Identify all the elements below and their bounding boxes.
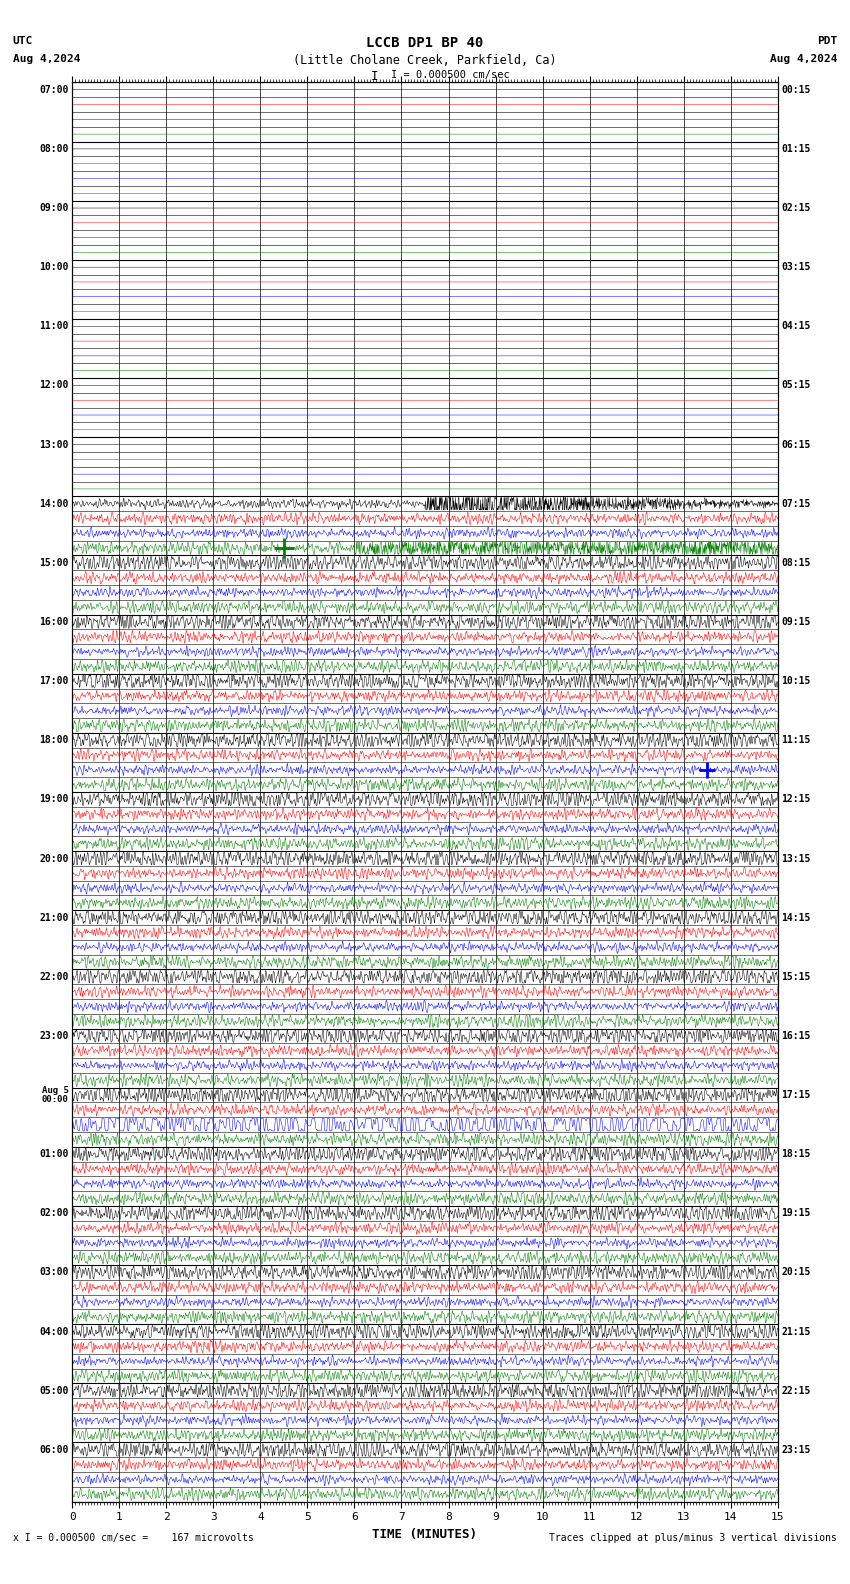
Text: 17:00: 17:00 — [39, 676, 69, 686]
Text: UTC: UTC — [13, 36, 33, 46]
Text: 21:00: 21:00 — [39, 912, 69, 922]
Text: 10:00: 10:00 — [39, 263, 69, 272]
Text: 19:00: 19:00 — [39, 795, 69, 805]
Text: 07:15: 07:15 — [781, 499, 811, 508]
Text: 04:00: 04:00 — [39, 1327, 69, 1337]
Text: 15:00: 15:00 — [39, 558, 69, 567]
Text: 12:00: 12:00 — [39, 380, 69, 390]
Text: 05:00: 05:00 — [39, 1386, 69, 1396]
Text: 06:00: 06:00 — [39, 1445, 69, 1454]
Text: 13:00: 13:00 — [39, 440, 69, 450]
Text: PDT: PDT — [817, 36, 837, 46]
Text: 09:00: 09:00 — [39, 203, 69, 212]
Text: 01:00: 01:00 — [39, 1150, 69, 1159]
Text: 10:15: 10:15 — [781, 676, 811, 686]
Text: 16:00: 16:00 — [39, 618, 69, 627]
Text: 20:15: 20:15 — [781, 1267, 811, 1277]
Text: LCCB DP1 BP 40: LCCB DP1 BP 40 — [366, 36, 484, 51]
Text: 03:15: 03:15 — [781, 263, 811, 272]
Text: 04:15: 04:15 — [781, 322, 811, 331]
Text: 17:15: 17:15 — [781, 1090, 811, 1099]
Text: 19:15: 19:15 — [781, 1209, 811, 1218]
Text: 23:15: 23:15 — [781, 1445, 811, 1454]
Text: 18:00: 18:00 — [39, 735, 69, 744]
Text: 20:00: 20:00 — [39, 854, 69, 863]
Text: 07:00: 07:00 — [39, 86, 69, 95]
Text: 21:15: 21:15 — [781, 1327, 811, 1337]
Text: 23:00: 23:00 — [39, 1031, 69, 1041]
Text: 22:00: 22:00 — [39, 973, 69, 982]
Text: Traces clipped at plus/minus 3 vertical divisions: Traces clipped at plus/minus 3 vertical … — [549, 1533, 837, 1543]
Text: 01:15: 01:15 — [781, 144, 811, 154]
Text: 02:00: 02:00 — [39, 1209, 69, 1218]
Text: (Little Cholane Creek, Parkfield, Ca): (Little Cholane Creek, Parkfield, Ca) — [293, 54, 557, 67]
Text: Aug 4,2024: Aug 4,2024 — [770, 54, 837, 63]
Text: 00:00: 00:00 — [42, 1095, 69, 1104]
X-axis label: TIME (MINUTES): TIME (MINUTES) — [372, 1527, 478, 1541]
Text: 13:15: 13:15 — [781, 854, 811, 863]
Text: 08:00: 08:00 — [39, 144, 69, 154]
Text: Aug 5: Aug 5 — [42, 1087, 69, 1095]
Text: 16:15: 16:15 — [781, 1031, 811, 1041]
Text: 11:15: 11:15 — [781, 735, 811, 744]
Text: 02:15: 02:15 — [781, 203, 811, 212]
Text: 11:00: 11:00 — [39, 322, 69, 331]
Text: x I = 0.000500 cm/sec =    167 microvolts: x I = 0.000500 cm/sec = 167 microvolts — [13, 1533, 253, 1543]
Text: 14:15: 14:15 — [781, 912, 811, 922]
Text: Aug 4,2024: Aug 4,2024 — [13, 54, 80, 63]
Text: 08:15: 08:15 — [781, 558, 811, 567]
Text: 03:00: 03:00 — [39, 1267, 69, 1277]
Text: 12:15: 12:15 — [781, 795, 811, 805]
Text: 06:15: 06:15 — [781, 440, 811, 450]
Text: 00:15: 00:15 — [781, 86, 811, 95]
Text: 05:15: 05:15 — [781, 380, 811, 390]
Text: 14:00: 14:00 — [39, 499, 69, 508]
Text: 18:15: 18:15 — [781, 1150, 811, 1159]
Text: 22:15: 22:15 — [781, 1386, 811, 1396]
Text: I: I — [371, 70, 377, 82]
Text: 09:15: 09:15 — [781, 618, 811, 627]
Text: I = 0.000500 cm/sec: I = 0.000500 cm/sec — [391, 70, 510, 79]
Text: 15:15: 15:15 — [781, 973, 811, 982]
